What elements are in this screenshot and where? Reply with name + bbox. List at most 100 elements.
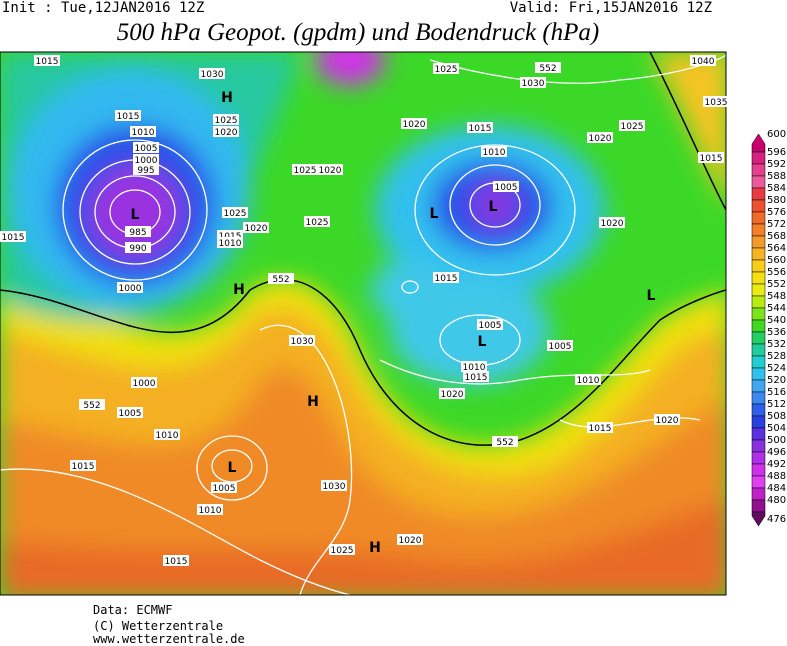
colorbar-label: 508 xyxy=(767,411,786,422)
colorbar-swatch xyxy=(751,163,766,177)
contour-label-bg xyxy=(587,132,613,143)
colorbar-label: 532 xyxy=(767,339,786,350)
contour-label: 1020 xyxy=(215,128,238,138)
colorbar-swatch xyxy=(751,151,766,165)
contour-label: 1020 xyxy=(589,134,612,144)
contour-label: 1015 xyxy=(2,233,25,243)
contour-label-bg xyxy=(401,118,427,129)
colorbar-swatch xyxy=(751,475,766,489)
colorbar-swatch xyxy=(751,415,766,429)
contour-label: 1015 xyxy=(72,462,95,472)
contour-label-bg xyxy=(243,222,269,233)
init-time: Init : Tue,12JAN2016 12Z xyxy=(2,0,204,16)
valid-time: Valid: Fri,15JAN2016 12Z xyxy=(510,0,712,16)
contour-label: 1030 xyxy=(201,70,224,80)
contour-label: 1015 xyxy=(165,557,188,567)
pressure-center: H xyxy=(307,394,319,410)
contour-label-bg xyxy=(79,399,105,410)
colorbar-label: 568 xyxy=(767,231,786,242)
colorbar-label: 504 xyxy=(767,423,786,434)
contour-label: 552 xyxy=(83,401,100,411)
contour-label-bg xyxy=(217,230,243,241)
contour-label-bg xyxy=(703,96,729,107)
contour-label: 1000 xyxy=(135,156,158,166)
contour-label: 1015 xyxy=(700,154,723,164)
colorbar-swatch xyxy=(751,187,766,201)
contour-label-bg xyxy=(492,436,518,447)
contour-label-bg xyxy=(619,120,645,131)
colorbar-swatch xyxy=(751,463,766,477)
contour-label-bg xyxy=(213,114,239,125)
contour-label: 1020 xyxy=(656,416,679,426)
colorbar-label: 536 xyxy=(767,327,786,338)
contour-label: 1025 xyxy=(224,209,247,219)
colorbar-swatch xyxy=(751,199,766,213)
colorbar-swatch xyxy=(751,259,766,273)
contour-label-bg xyxy=(211,482,237,493)
contour-label: 1005 xyxy=(213,484,236,494)
colorbar-swatch xyxy=(751,247,766,261)
colorbar-label: 576 xyxy=(767,207,786,218)
contour-label-bg xyxy=(433,63,459,74)
colorbar-swatch xyxy=(751,271,766,285)
colorbar-swatch xyxy=(751,379,766,393)
contour-label: 1010 xyxy=(156,431,179,441)
contour-label: 1030 xyxy=(291,337,314,347)
colorbar-label: 496 xyxy=(767,447,786,458)
colorbar-swatch xyxy=(751,451,766,465)
contour-label-bg xyxy=(125,226,151,237)
colorbar-label: 592 xyxy=(767,159,786,170)
contour-label-bg xyxy=(587,422,613,433)
contour-label: 995 xyxy=(137,166,154,176)
contour-label-bg xyxy=(461,361,487,372)
contour-label-bg xyxy=(197,504,223,515)
colorbar-swatch xyxy=(751,439,766,453)
colorbar-swatch xyxy=(751,295,766,309)
contour-label-bg xyxy=(70,460,96,471)
contour-label-bg xyxy=(163,555,189,566)
contour-label-bg xyxy=(154,429,180,440)
colorbar-swatch xyxy=(751,427,766,441)
contour-label-bg xyxy=(493,181,519,192)
contour-label: 1005 xyxy=(495,183,518,193)
colorbar-swatch xyxy=(751,175,766,189)
pressure-center: L xyxy=(489,199,498,215)
contour-label: 1005 xyxy=(119,409,142,419)
colorbar-swatch xyxy=(751,283,766,297)
contour-label: 1020 xyxy=(441,390,464,400)
footer-copyright: (C) Wetterzentrale xyxy=(93,619,223,633)
contour-label-bg xyxy=(133,142,159,153)
contour-label: 985 xyxy=(129,228,146,238)
colorbar-swatch xyxy=(751,355,766,369)
contour-label-bg xyxy=(481,146,507,157)
contour-label-bg xyxy=(547,340,573,351)
colorbar-label: 500 xyxy=(767,435,786,446)
colorbar-label: 512 xyxy=(767,399,786,410)
colorbar-label: 480 xyxy=(767,495,786,506)
contour-label: 1015 xyxy=(469,124,492,134)
colorbar-swatch xyxy=(751,487,766,501)
contour-label-bg xyxy=(289,335,315,346)
contour-label: 1010 xyxy=(577,376,600,386)
pressure-center: H xyxy=(221,90,233,106)
colorbar-label: 580 xyxy=(767,195,786,206)
contour-label-bg xyxy=(292,164,318,175)
contour-label-bg xyxy=(329,544,355,555)
contour-label: 1035 xyxy=(705,98,728,108)
contour-label-bg xyxy=(115,110,141,121)
contour-label-bg xyxy=(433,272,459,283)
colorbar-label: 564 xyxy=(767,243,786,254)
map-frame xyxy=(0,51,727,596)
colorbar-label: 584 xyxy=(767,183,786,194)
colorbar-label: 492 xyxy=(767,459,786,470)
contour-label-bg xyxy=(535,62,561,73)
contour-label-bg xyxy=(304,216,330,227)
colorbar-label: 544 xyxy=(767,303,786,314)
contour-label-bg xyxy=(439,388,465,399)
colorbar-label: 588 xyxy=(767,171,786,182)
colorbar-label: 488 xyxy=(767,471,786,482)
contour-label: 1020 xyxy=(245,224,268,234)
contour-label: 1020 xyxy=(601,219,624,229)
pressure-center: L xyxy=(478,334,487,350)
